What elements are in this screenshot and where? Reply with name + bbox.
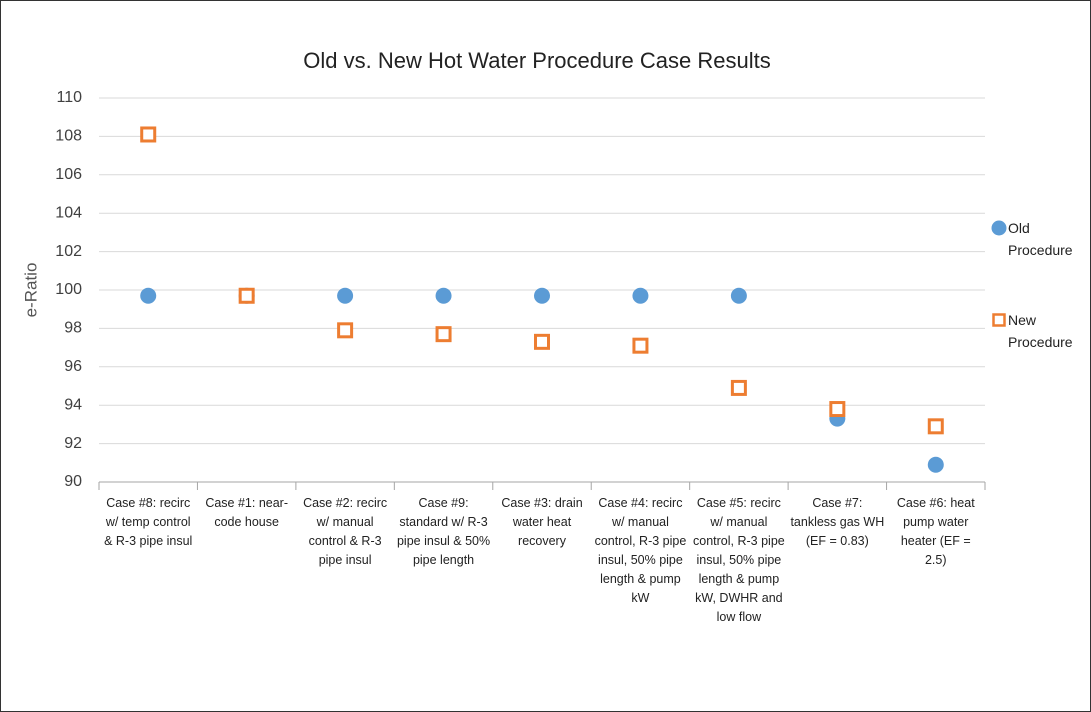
y-tick-label: 90: [64, 473, 82, 490]
y-axis-label: e-Ratio: [21, 263, 40, 318]
point: [140, 287, 157, 304]
x-tick-label: Case #9: standard w/ R-3 pipe insul & 50…: [396, 496, 491, 567]
y-tick-label: 100: [55, 281, 82, 298]
point: [730, 287, 747, 304]
legend-marker: [992, 313, 1006, 327]
y-tick-label: 106: [55, 166, 82, 183]
y-tick-label: 102: [55, 243, 82, 260]
point: [927, 418, 944, 435]
x-tick-label: Case #5: recirc w/ manual control, R-3 p…: [693, 496, 785, 624]
point: [238, 287, 255, 304]
point: [337, 322, 354, 339]
x-tick-label: Case #7: tankless gas WH (EF = 0.83): [790, 496, 885, 548]
y-tick-label: 104: [55, 204, 82, 221]
x-tick-label: Case #8: recirc w/ temp control & R-3 pi…: [104, 496, 193, 548]
x-tick-label: Case #3: drain water heat recovery: [501, 496, 583, 548]
chart-title: Old vs. New Hot Water Procedure Case Res…: [303, 48, 770, 73]
point: [730, 379, 747, 396]
point: [435, 287, 452, 304]
legend-label: Old Procedure: [1008, 220, 1073, 258]
x-tick-label: Case #2: recirc w/ manual control & R-3 …: [303, 496, 388, 567]
y-tick-label: 98: [64, 320, 82, 337]
y-tick-label: 110: [56, 89, 82, 106]
point: [534, 333, 550, 350]
x-tick-label: Case #4: recirc w/ manual control, R-3 p…: [594, 496, 687, 605]
point: [632, 337, 649, 354]
point: [632, 287, 649, 304]
point: [927, 456, 944, 473]
point: [337, 287, 354, 304]
x-tick-label: Case #1: near-code house: [205, 496, 288, 529]
legend-label: New Procedure: [1008, 312, 1073, 350]
y-tick-label: 94: [64, 396, 82, 413]
y-tick-label: 96: [64, 358, 82, 375]
point: [534, 287, 550, 304]
point: [435, 326, 452, 343]
y-tick-label: 108: [55, 128, 82, 145]
point: [829, 401, 846, 418]
x-tick-label: Case #6: heat pump water heater (EF = 2.…: [896, 496, 975, 567]
legend-marker: [991, 220, 1007, 236]
y-tick-label: 92: [64, 435, 82, 452]
point: [140, 126, 157, 143]
